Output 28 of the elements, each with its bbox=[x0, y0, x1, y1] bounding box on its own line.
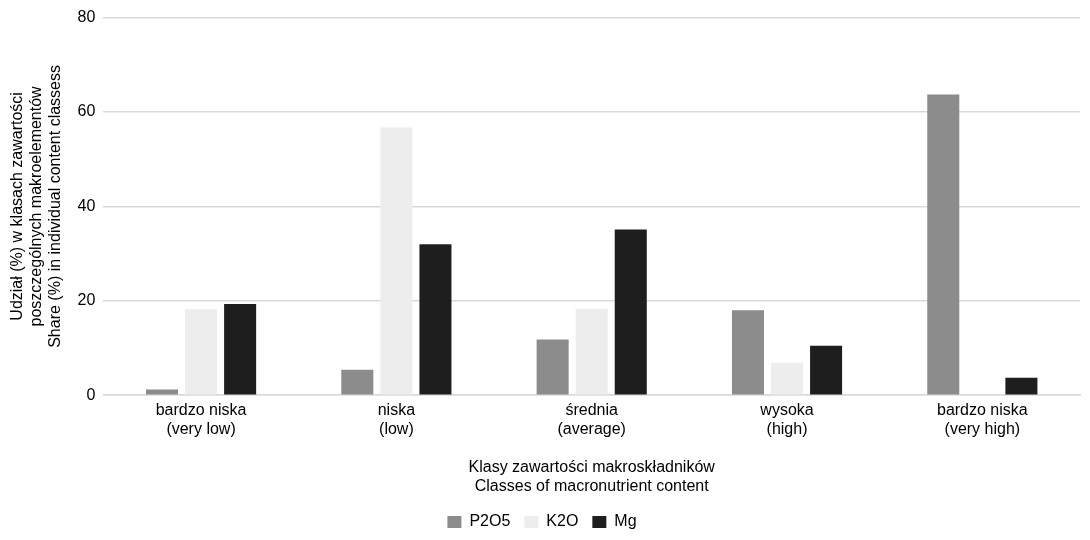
bar bbox=[380, 127, 413, 395]
bar bbox=[731, 310, 764, 395]
y-tick-label: 80 bbox=[77, 8, 96, 26]
bar bbox=[419, 244, 452, 395]
legend-label: Mg bbox=[614, 512, 637, 530]
y-tick-label: 60 bbox=[77, 102, 96, 120]
bar bbox=[536, 339, 569, 395]
x-tick-label: średnia (average) bbox=[557, 401, 626, 438]
bar bbox=[810, 345, 843, 395]
x-tick-label: wysoka (high) bbox=[759, 401, 814, 438]
legend-label: P2O5 bbox=[469, 512, 511, 530]
bar bbox=[224, 304, 257, 395]
x-tick-label: bardzo niska (very low) bbox=[155, 401, 247, 438]
bar bbox=[927, 94, 960, 395]
bar bbox=[771, 362, 804, 395]
y-tick-label: 40 bbox=[77, 196, 96, 214]
bar bbox=[575, 308, 608, 395]
y-tick-label: 0 bbox=[86, 385, 96, 403]
x-axis-title: Klasy zawartości makroskładników Classes of macronutrient content bbox=[468, 457, 716, 494]
bar bbox=[185, 309, 218, 395]
y-axis-title: Udział (%) w klasach zawartości poszczególnych makroelementów Share (%) in individual content classess bbox=[8, 64, 64, 348]
legend-label: K2O bbox=[546, 512, 579, 530]
y-tick-label: 20 bbox=[77, 291, 96, 309]
bar bbox=[614, 229, 647, 395]
bar bbox=[1005, 377, 1038, 395]
x-tick-label: niska (low) bbox=[377, 401, 416, 438]
x-tick-label: bardzo niska (very high) bbox=[936, 401, 1028, 438]
bar bbox=[341, 369, 374, 395]
